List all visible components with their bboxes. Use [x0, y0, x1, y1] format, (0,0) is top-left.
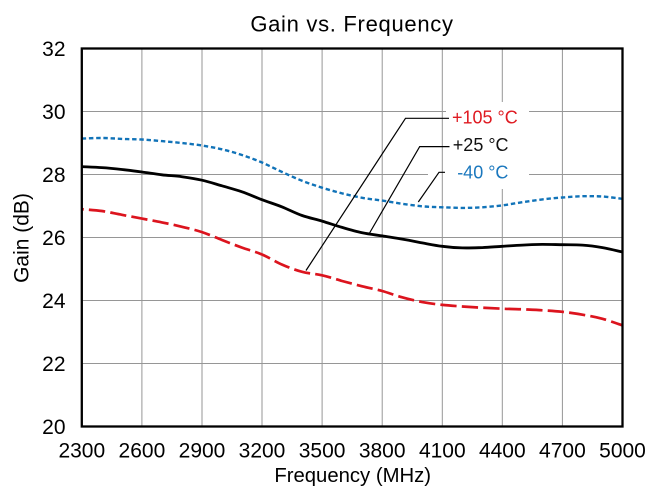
svg-text:3500: 3500 — [299, 440, 346, 463]
svg-text:28: 28 — [42, 164, 65, 187]
svg-text:4100: 4100 — [419, 440, 466, 463]
svg-text:-40 °C: -40 °C — [457, 162, 508, 182]
svg-text:Gain (dB): Gain (dB) — [10, 193, 33, 283]
svg-text:32: 32 — [42, 38, 65, 61]
svg-text:5000: 5000 — [599, 440, 646, 463]
svg-text:+25 °C: +25 °C — [453, 135, 509, 155]
svg-text:+105 °C: +105 °C — [452, 108, 518, 128]
svg-text:2600: 2600 — [119, 440, 166, 463]
svg-text:20: 20 — [42, 416, 65, 439]
svg-text:4700: 4700 — [539, 440, 586, 463]
svg-text:30: 30 — [42, 101, 65, 124]
svg-text:22: 22 — [42, 353, 65, 376]
svg-text:Gain vs. Frequency: Gain vs. Frequency — [250, 12, 453, 37]
svg-text:2300: 2300 — [58, 440, 105, 463]
svg-text:3200: 3200 — [239, 440, 286, 463]
svg-text:26: 26 — [42, 227, 65, 250]
svg-text:2900: 2900 — [179, 440, 226, 463]
svg-text:4400: 4400 — [479, 440, 526, 463]
svg-text:Frequency (MHz): Frequency (MHz) — [274, 465, 431, 487]
svg-text:24: 24 — [42, 290, 66, 313]
svg-text:3800: 3800 — [359, 440, 406, 463]
